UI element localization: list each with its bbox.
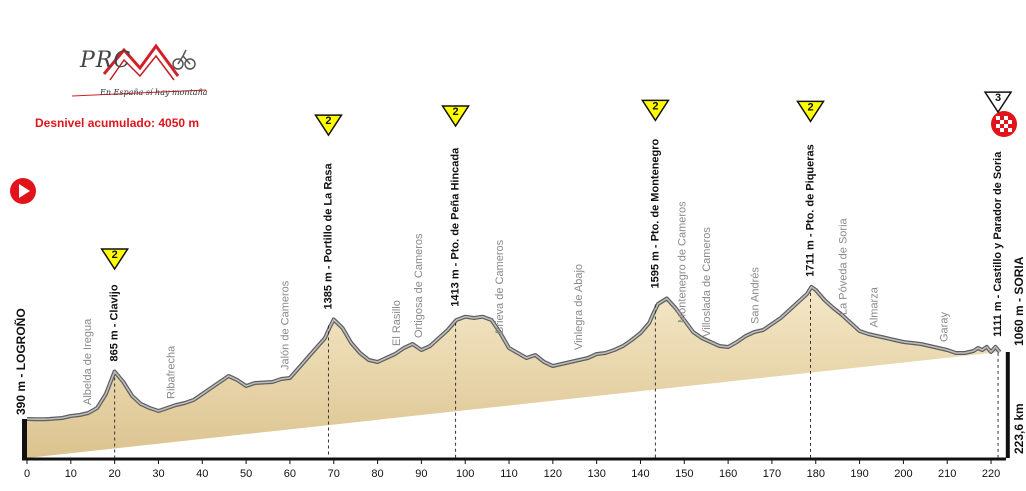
x-tick-label: 70 bbox=[328, 468, 340, 480]
x-tick-label: 150 bbox=[675, 468, 693, 480]
climb-badges: 2 2 2 2 2 3 bbox=[10, 91, 1017, 271]
x-tick-label: 60 bbox=[284, 468, 296, 480]
town-label: La Póveda de Soria bbox=[837, 217, 849, 315]
desnivel-acumulado: Desnivel acumulado: 4050 m bbox=[35, 116, 200, 130]
climb-category-badge-icon bbox=[314, 114, 343, 137]
town-label: Albelda de Iregua bbox=[82, 318, 94, 405]
climb-category-number: 2 bbox=[112, 249, 118, 261]
town-label: Vinlegra de Abajo bbox=[573, 264, 585, 350]
town-label: Montenegro de Cameros bbox=[676, 201, 688, 323]
town-label: Brieva de Cameros bbox=[494, 239, 506, 334]
finish-flag-check bbox=[1004, 124, 1008, 128]
x-tick-label: 20 bbox=[109, 468, 121, 480]
climb-label: 865 m - Clavijo bbox=[109, 284, 121, 361]
finish-flag-check bbox=[1000, 128, 1004, 132]
x-tick-label: 30 bbox=[152, 468, 164, 480]
finish-label: 1060 m - SORIA bbox=[1012, 256, 1026, 346]
profile-area bbox=[27, 286, 1000, 458]
climb-category-number: 2 bbox=[652, 100, 658, 112]
x-tick-label: 140 bbox=[631, 468, 649, 480]
profile-labels: 390 m - LOGROÑO 1060 m - SORIA 223,6 km 865… bbox=[13, 138, 1026, 454]
x-tick-label: 50 bbox=[240, 468, 252, 480]
finish-flag-check bbox=[1008, 120, 1012, 124]
x-tick-label: 120 bbox=[544, 468, 562, 480]
climb-category-badge-icon bbox=[640, 99, 670, 122]
climb-label: 1711 m - Pto. de Piqueras bbox=[804, 144, 816, 277]
town-label: Ortigosa de Cameros bbox=[413, 233, 425, 338]
climb-label: 1111 m - Castillo y Parador de Soria bbox=[992, 151, 1004, 337]
town-label: Jalón de Cameros bbox=[279, 280, 291, 370]
mountain-bike-logo-icon bbox=[71, 43, 207, 97]
finish-flag-check bbox=[1004, 116, 1008, 120]
finish-flag-check bbox=[1000, 120, 1004, 124]
finish-distance-label: 223,6 km bbox=[1012, 403, 1026, 454]
climb-category-badge-icon bbox=[983, 91, 1013, 114]
climb-category-number: 2 bbox=[807, 101, 813, 113]
climb-category-badge-icon bbox=[796, 100, 825, 123]
logo-slogan: En España sí hay montaña bbox=[100, 88, 208, 97]
town-label: El Rasillo bbox=[391, 300, 403, 346]
climb-category-badge-icon bbox=[441, 105, 470, 128]
x-tick-label: 170 bbox=[763, 468, 781, 480]
x-axis: 0 10 20 30 40 50 60 70 80 90 100 110 120 130 140 150 160… bbox=[22, 457, 1006, 480]
start-post bbox=[22, 419, 27, 458]
profile-area-layer bbox=[22, 284, 1010, 458]
x-tick-label: 220 bbox=[982, 468, 1000, 480]
x-tick-label: 200 bbox=[894, 468, 912, 480]
x-tick-label: 100 bbox=[456, 468, 474, 480]
x-tick-label: 10 bbox=[65, 468, 77, 480]
x-tick-label: 210 bbox=[938, 468, 956, 480]
start-label: 390 m - LOGROÑO bbox=[13, 308, 28, 415]
climb-label: 1385 m - Portillo de La Rasa bbox=[322, 163, 334, 310]
climb-category-number: 2 bbox=[325, 115, 331, 127]
x-tick-label: 190 bbox=[850, 468, 868, 480]
town-label: Ribafrecha bbox=[166, 345, 178, 399]
climb-category-number: 2 bbox=[452, 106, 458, 118]
x-tick-label: 90 bbox=[415, 468, 427, 480]
x-tick-label: 160 bbox=[719, 468, 737, 480]
town-label: Garay bbox=[939, 312, 951, 342]
x-tick-label: 130 bbox=[587, 468, 605, 480]
climb-category-badge-icon bbox=[100, 248, 130, 271]
town-label: San Andrés bbox=[750, 267, 762, 324]
logo-text: PRC bbox=[80, 48, 132, 73]
x-tick-label: 0 bbox=[24, 468, 30, 480]
climb-label: 1413 m - Pto. de Peña Hincada bbox=[450, 147, 462, 307]
finish-flag-check bbox=[996, 116, 1000, 120]
start-play-arrow-icon bbox=[19, 184, 30, 198]
x-tick-label: 80 bbox=[371, 468, 383, 480]
finish-flag-check bbox=[996, 124, 1000, 128]
logo: PRC En España sí hay montaña bbox=[66, 40, 216, 104]
summit-dash-lines bbox=[114, 292, 999, 458]
x-tick-label: 180 bbox=[807, 468, 825, 480]
town-label: Almarza bbox=[868, 286, 880, 327]
finish-flag-check bbox=[1008, 128, 1012, 132]
climb-label: 1595 m - Pto. de Montenegro bbox=[649, 138, 661, 288]
finish-post bbox=[1005, 352, 1010, 458]
town-label: Villoslada de Cameros bbox=[701, 227, 713, 337]
x-tick-label: 110 bbox=[500, 468, 518, 480]
climb-category-number: 3 bbox=[995, 92, 1001, 104]
profile-line-highlight bbox=[26, 286, 1001, 421]
x-tick-label: 40 bbox=[196, 468, 208, 480]
